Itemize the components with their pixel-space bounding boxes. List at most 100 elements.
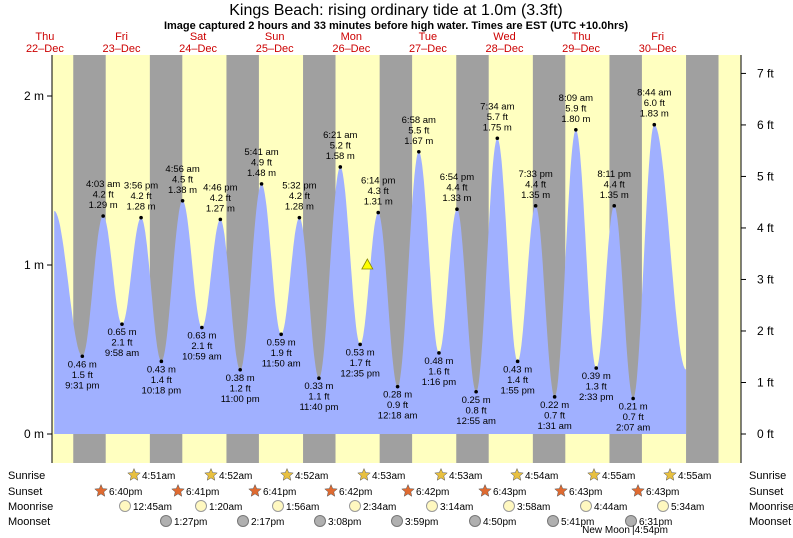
extreme-label-ft: 5.9 ft <box>565 103 586 114</box>
extreme-label-ft: 0.7 ft <box>623 412 644 423</box>
extreme-point <box>652 122 657 127</box>
extreme-label-t: 1:55 pm <box>500 385 534 396</box>
moonset-time: 6:31pm <box>639 517 672 528</box>
moonrise-icon <box>657 500 669 512</box>
extreme-label-m: 1.83 m <box>640 109 669 120</box>
extreme-label-m: 0.43 m <box>503 364 532 375</box>
sunset-icon <box>171 483 185 497</box>
extreme-label-t: 6:58 am <box>402 115 436 126</box>
extreme-label-ft: 0.7 ft <box>544 410 565 421</box>
extreme-label-m: 0.43 m <box>147 364 176 375</box>
sunrise-icon <box>663 467 677 481</box>
extreme-label-t: 3:56 pm <box>124 181 158 192</box>
moonrise-time: 4:44am <box>594 502 627 513</box>
extreme-label-m: 0.28 m <box>383 390 412 401</box>
sunrise-icon <box>510 467 524 481</box>
extreme-label-ft: 4.4 ft <box>525 179 546 190</box>
ft-tick-label: 1 ft <box>757 375 774 389</box>
sunrise-icon <box>204 467 218 481</box>
extreme-label-t: 1:31 am <box>537 421 571 432</box>
extreme-point <box>338 165 343 169</box>
tide-area <box>54 124 687 434</box>
extreme-label-t: 12:35 pm <box>340 368 380 379</box>
ft-tick-label: 4 ft <box>757 221 774 235</box>
moonset-icon <box>160 515 172 527</box>
extreme-label-t: 1:16 pm <box>422 377 456 388</box>
sunrise-time: 4:52am <box>219 471 252 482</box>
sunset-icon <box>401 483 415 497</box>
sunrise-time: 4:55am <box>678 471 711 482</box>
extreme-point <box>358 342 362 347</box>
extreme-label-ft: 1.1 ft <box>308 392 329 403</box>
extreme-label-ft: 1.6 ft <box>428 366 449 377</box>
moonset-time: 5:41pm <box>561 517 594 528</box>
row-label-right: Sunrise <box>749 470 786 482</box>
moonset-time: 3:08pm <box>328 517 361 528</box>
extreme-label-ft: 4.2 ft <box>93 189 114 200</box>
extreme-label-m: 1.38 m <box>168 185 197 196</box>
extreme-point <box>218 217 223 222</box>
extreme-label-ft: 1.4 ft <box>507 375 528 386</box>
extreme-label-t: 2:33 pm <box>579 392 613 403</box>
moonrise-icon <box>503 500 515 512</box>
ft-tick-label: 3 ft <box>757 272 774 286</box>
extreme-label-m: 0.63 m <box>187 331 216 342</box>
extreme-point <box>417 149 421 154</box>
extreme-point <box>159 359 164 364</box>
day-name: Mon <box>341 31 362 43</box>
sunrise-time: 4:53am <box>372 471 405 482</box>
moonset-icon <box>391 515 403 527</box>
day-name: Sat <box>190 31 207 43</box>
sunrise-time: 4:51am <box>142 471 175 482</box>
extreme-label-t: 8:11 pm <box>597 169 631 180</box>
new-moon-label: New Moon <box>582 525 630 536</box>
extreme-label-t: 8:09 am <box>559 93 593 104</box>
sunset-time: 6:40pm <box>109 487 142 498</box>
ft-tick-label: 6 ft <box>757 118 774 132</box>
sunrise-time: 4:54am <box>525 471 558 482</box>
extreme-label-m: 1.35 m <box>521 190 550 201</box>
row-label-right: Sunset <box>749 486 783 498</box>
extreme-label-m: 1.35 m <box>600 190 629 201</box>
extreme-label-t: 6:14 pm <box>361 176 395 187</box>
extreme-label-t: 4:03 am <box>86 179 120 190</box>
extreme-point <box>631 396 635 401</box>
extreme-label-m: 0.59 m <box>267 337 296 348</box>
extreme-label-m: 0.48 m <box>424 356 453 367</box>
extreme-label-ft: 1.4 ft <box>151 375 172 386</box>
extreme-point <box>612 204 617 208</box>
extreme-label-t: 7:33 pm <box>518 169 552 180</box>
extreme-point <box>533 204 538 208</box>
moonrise-time: 1:20am <box>209 502 242 513</box>
moonrise-time: 5:34am <box>671 502 704 513</box>
tide-series <box>54 124 687 434</box>
extreme-point <box>594 366 599 370</box>
extreme-label-ft: 4.2 ft <box>130 191 151 202</box>
extreme-point <box>120 322 124 326</box>
extreme-label-ft: 5.7 ft <box>487 112 508 123</box>
row-label-left: Moonset <box>8 516 50 528</box>
extreme-point <box>238 367 242 372</box>
day-date: 23–Dec <box>103 43 141 55</box>
extreme-label-t: 7:34 am <box>480 101 514 112</box>
moonset-icon <box>237 515 249 527</box>
extreme-label-m: 0.25 m <box>462 395 491 406</box>
extreme-label-t: 6:21 am <box>323 130 357 141</box>
sunrise-icon <box>587 467 601 481</box>
day-date: 28–Dec <box>486 43 524 55</box>
extreme-label-m: 1.27 m <box>206 203 235 214</box>
extreme-label-m: 0.53 m <box>346 347 375 358</box>
ft-tick-label: 0 ft <box>757 427 774 441</box>
extreme-point <box>552 395 557 399</box>
sunrise-icon <box>280 467 294 481</box>
extreme-point <box>515 359 520 364</box>
sunset-icon <box>248 483 262 497</box>
moonrise-icon <box>119 500 131 512</box>
extreme-label-m: 0.22 m <box>540 400 569 411</box>
new-moon-time: |4:54pm <box>632 525 668 536</box>
day-name: Thu <box>572 31 591 43</box>
extreme-label-m: 0.38 m <box>226 373 255 384</box>
extreme-point <box>279 332 283 337</box>
astro-table: Sunrise Sunrise Sunset Sunset Moonrise Moonri… <box>8 467 793 536</box>
extreme-point <box>80 354 85 359</box>
